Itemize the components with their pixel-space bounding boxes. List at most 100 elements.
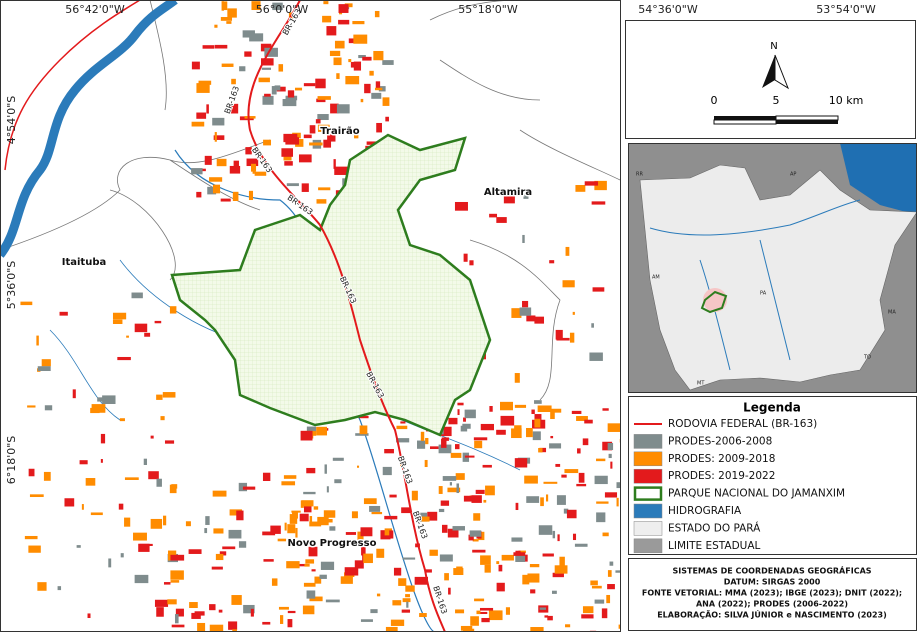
deforestation-patch (582, 606, 594, 614)
deforestation-patch (221, 1, 225, 11)
deforestation-patch (232, 191, 239, 202)
deforestation-patch (154, 320, 162, 324)
deforestation-patch (212, 184, 221, 194)
legend-label: PARQUE NACIONAL DO JAMANXIM (668, 488, 845, 500)
deforestation-patch (552, 530, 556, 539)
deforestation-patch (581, 614, 594, 619)
north-arrow (762, 55, 775, 88)
deforestation-patch (352, 21, 365, 25)
deforestation-patch (357, 531, 364, 541)
deforestation-patch (398, 578, 407, 586)
deforestation-patch (148, 471, 159, 480)
deforestation-patch (160, 416, 165, 421)
deforestation-patch (390, 619, 405, 626)
deforestation-patch (313, 506, 319, 510)
deforestation-patch (355, 433, 369, 436)
deforestation-patch (226, 21, 232, 24)
credit-line: ELABORAÇÃO: SILVA JÚNIOR e NASCIMENTO (2… (657, 609, 887, 620)
deforestation-patch (334, 479, 342, 484)
deforestation-patch (118, 503, 124, 510)
deforestation-patch (616, 482, 621, 489)
deforestation-patch (169, 306, 177, 314)
deforestation-patch (112, 312, 127, 320)
deforestation-patch (229, 165, 241, 174)
deforestation-patch (385, 116, 389, 122)
deforestation-patch (76, 545, 81, 548)
deforestation-patch (369, 505, 381, 512)
deforestation-patch (79, 460, 88, 465)
deforestation-patch (361, 545, 366, 556)
deforestation-patch (606, 594, 611, 604)
deforestation-patch (382, 466, 392, 476)
credit-line: FONTE VETORIAL: MMA (2023); IBGE (2023);… (642, 589, 902, 598)
deforestation-patch (358, 55, 366, 59)
deforestation-patch (607, 584, 615, 590)
deforestation-patch (405, 585, 415, 592)
deforestation-patch (442, 476, 457, 481)
deforestation-patch (302, 605, 315, 615)
deforestation-patch (164, 440, 175, 444)
scale-label: 5 (773, 94, 780, 107)
deforestation-patch (452, 526, 465, 531)
deforestation-patch (471, 495, 482, 503)
deforestation-patch (167, 599, 177, 605)
deforestation-patch (28, 468, 35, 477)
legend-swatch (633, 486, 663, 501)
deforestation-patch (601, 608, 608, 619)
deforestation-patch (191, 612, 201, 619)
latitude-label: 4°54'0"S (5, 96, 18, 145)
deforestation-patch (156, 394, 163, 400)
deforestation-patch (438, 508, 445, 513)
deforestation-patch (439, 426, 452, 437)
deforestation-patch (602, 532, 609, 537)
deforestation-patch (298, 563, 308, 567)
deforestation-patch (441, 524, 448, 533)
deforestation-patch (594, 180, 607, 191)
deforestation-patch (518, 550, 526, 554)
deforestation-patch (204, 155, 212, 165)
scale-bar (713, 119, 777, 125)
deforestation-patch (37, 366, 51, 372)
deforestation-patch (463, 417, 466, 422)
deforestation-patch (189, 602, 198, 609)
longitude-label: 53°54'0"W (816, 3, 876, 16)
deforestation-patch (205, 516, 210, 525)
deforestation-patch (569, 332, 575, 343)
deforestation-patch (411, 490, 418, 501)
place-label: Novo Progresso (288, 538, 377, 549)
credit-line: DATUM: SIRGAS 2000 (724, 578, 821, 587)
deforestation-patch (475, 489, 485, 494)
deforestation-patch (457, 402, 464, 406)
deforestation-patch (252, 169, 255, 174)
deforestation-patch (545, 494, 549, 502)
deforestation-patch (550, 409, 555, 420)
deforestation-patch (400, 421, 406, 424)
deforestation-patch (472, 539, 479, 542)
deforestation-patch (577, 448, 581, 454)
deforestation-patch (315, 78, 326, 89)
legend-label: LIMITE ESTADUAL (668, 540, 761, 552)
scale-bar (714, 116, 776, 120)
deforestation-patch (500, 401, 514, 411)
deforestation-patch (238, 541, 247, 548)
credit-line: SISTEMAS DE COORDENADAS GEOGRÁFICAS (672, 565, 871, 576)
deforestation-patch (209, 624, 224, 632)
deforestation-patch (438, 444, 452, 454)
deforestation-patch (374, 87, 383, 91)
deforestation-patch (447, 487, 461, 493)
deforestation-patch (251, 163, 257, 172)
deforestation-patch (239, 66, 246, 72)
deforestation-patch (303, 505, 312, 513)
deforestation-patch (522, 234, 525, 243)
deforestation-patch (227, 8, 237, 18)
deforestation-patch (389, 494, 397, 498)
scale-bar (776, 120, 838, 124)
scale-bar (775, 115, 839, 121)
deforestation-patch (447, 528, 459, 538)
deforestation-patch (564, 469, 579, 474)
deforestation-patch (309, 125, 316, 134)
deforestation-patch (231, 595, 242, 605)
highway-br163 (247, 0, 446, 632)
deforestation-patch (384, 515, 398, 520)
deforestation-patch (602, 408, 609, 411)
